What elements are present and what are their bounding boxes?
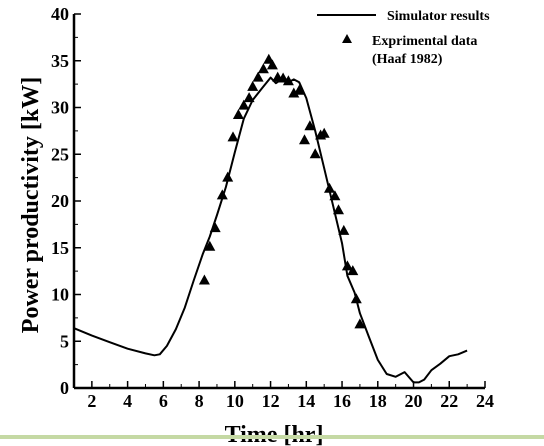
x-tick-label: 24 [476,391,494,411]
y-tick-label: 35 [51,51,69,71]
experimental-point [204,240,216,251]
experimental-point [318,127,330,138]
experimental-point [243,92,255,103]
legend-label-experimental-source: (Haaf 1982) [372,52,443,67]
experimental-point [227,131,239,142]
axes [72,13,486,390]
experimental-point [209,222,221,233]
experimental-point [257,63,269,74]
simulator-line [73,76,468,384]
x-tick-label: 20 [405,391,423,411]
y-tick-label: 10 [51,285,69,305]
x-tick-label: 8 [195,391,204,411]
x-tick-label: 10 [226,391,244,411]
x-tick-label: 14 [297,391,315,411]
y-tick-label: 25 [51,144,69,164]
experimental-point [304,120,316,131]
experimental-point [238,99,250,110]
legend-label-simulator: Simulator results [387,9,490,24]
experimental-point [299,134,310,145]
experimental-point [247,80,259,91]
experimental-point [341,260,353,271]
x-axis-title: Time [hr] [225,422,324,446]
series-layer [73,53,468,384]
experimental-point [347,265,359,276]
experimental-point [338,224,350,235]
x-tick-label: 2 [87,391,96,411]
experimental-point [222,171,234,182]
experimental-point [329,190,341,201]
x-tick-label: 4 [123,391,132,411]
experimental-point [324,182,335,193]
bottom-bar [0,435,544,439]
experimental-point [288,87,300,98]
experimental-point [293,84,305,95]
experimental-point [216,189,228,200]
x-tick-label: 6 [159,391,168,411]
legend-triangle-swatch [342,34,352,43]
y-tick-label: 30 [51,98,69,118]
y-tick-label: 20 [51,191,69,211]
y-tick-label: 0 [60,378,69,398]
experimental-point [252,71,264,82]
experimental-point [198,274,210,285]
experimental-point [354,318,366,329]
experimental-point [309,148,321,159]
experimental-point [333,204,344,215]
experimental-point [350,293,362,304]
experimental-point [282,75,294,86]
x-tick-label: 12 [262,391,280,411]
experimental-point [266,59,278,70]
y-tick-label: 40 [51,4,69,24]
legend: Simulator results Exprimental data (Haaf… [317,9,490,67]
y-axis-title: Power productivity [kW] [18,77,44,333]
x-tick-label: 22 [440,391,458,411]
y-tick-label: 15 [51,238,69,258]
x-tick-label: 16 [333,391,351,411]
y-tick-label: 5 [60,331,69,351]
legend-label-experimental: Exprimental data [372,34,477,49]
experimental-point [232,109,244,119]
x-tick-label: 18 [369,391,387,411]
